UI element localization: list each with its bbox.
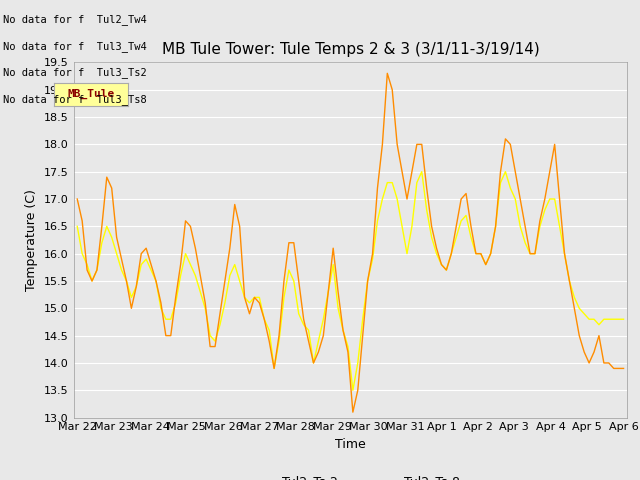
Tul2_Ts-8 <box>418 169 426 175</box>
Tul2_Ts-8 <box>477 251 484 256</box>
Tul2_Ts-8 <box>506 185 514 191</box>
Text: No data for f  Tul3_Tw4: No data for f Tul3_Tw4 <box>3 41 147 52</box>
Tul2_Ts-8 <box>383 180 391 185</box>
Text: No data for f  Tul2_Tw4: No data for f Tul2_Tw4 <box>3 14 147 25</box>
Tul2_Ts-8 <box>74 224 81 229</box>
Title: MB Tule Tower: Tule Temps 2 & 3 (3/1/11-3/19/14): MB Tule Tower: Tule Temps 2 & 3 (3/1/11-… <box>161 42 540 57</box>
X-axis label: Time: Time <box>335 438 366 451</box>
Tul2_Ts-8 <box>620 316 627 322</box>
Tul2_Ts-2 <box>74 196 81 202</box>
Tul2_Ts-8 <box>610 316 618 322</box>
Line: Tul2_Ts-2: Tul2_Ts-2 <box>77 73 623 412</box>
Text: No data for f  Tul3_Ts2: No data for f Tul3_Ts2 <box>3 67 147 78</box>
Tul2_Ts-2 <box>506 142 514 147</box>
Legend: Tul2_Ts-2, Tul2_Ts-8: Tul2_Ts-2, Tul2_Ts-8 <box>236 470 465 480</box>
Tul2_Ts-2 <box>349 409 356 415</box>
Tul2_Ts-2 <box>383 71 391 76</box>
Tul2_Ts-2 <box>266 338 273 344</box>
Y-axis label: Temperature (C): Temperature (C) <box>26 189 38 291</box>
Text: MB_Tule: MB_Tule <box>68 89 115 99</box>
Line: Tul2_Ts-8: Tul2_Ts-8 <box>77 172 623 390</box>
Tul2_Ts-2 <box>388 87 396 93</box>
Text: No data for f  Tul3_Ts8: No data for f Tul3_Ts8 <box>3 94 147 105</box>
Tul2_Ts-2 <box>620 366 627 372</box>
Tul2_Ts-8 <box>349 387 356 393</box>
Tul2_Ts-2 <box>610 366 618 372</box>
Tul2_Ts-8 <box>266 327 273 333</box>
Tul2_Ts-8 <box>452 234 460 240</box>
Tul2_Ts-2 <box>477 251 484 256</box>
Tul2_Ts-2 <box>452 224 460 229</box>
